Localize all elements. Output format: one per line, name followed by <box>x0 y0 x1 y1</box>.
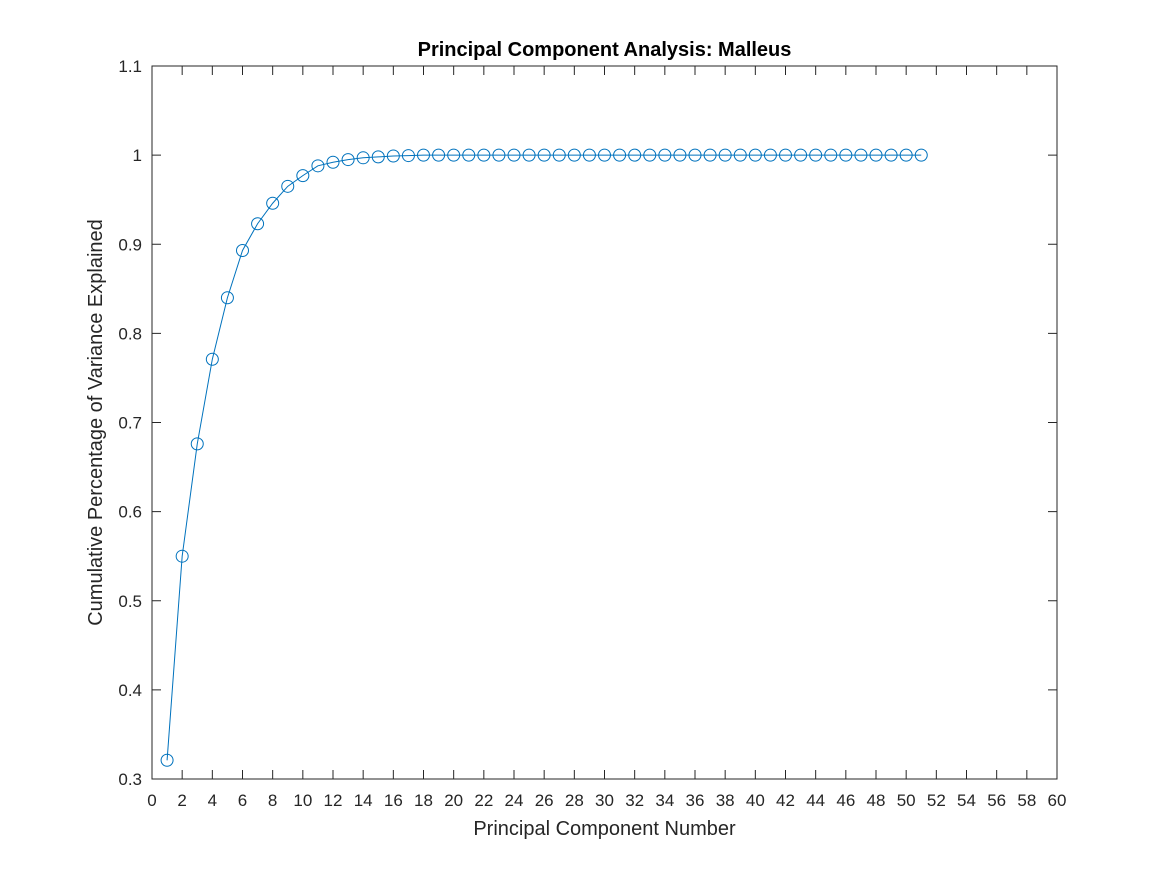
data-point <box>296 169 310 183</box>
data-point <box>311 159 325 173</box>
data-point <box>160 753 174 767</box>
x-tick-label: 36 <box>686 791 705 810</box>
data-point <box>401 149 415 163</box>
data-point <box>417 148 430 162</box>
x-tick-label: 40 <box>746 791 765 810</box>
data-point <box>628 148 642 162</box>
y-tick-label: 0.6 <box>118 503 142 522</box>
x-tick-label: 14 <box>354 791 373 810</box>
data-point <box>552 148 566 162</box>
y-tick-label: 0.5 <box>118 592 142 611</box>
x-tick-label: 54 <box>957 791 976 810</box>
y-tick-label: 0.3 <box>118 770 142 789</box>
x-tick-label: 16 <box>384 791 403 810</box>
data-point <box>718 148 732 162</box>
y-tick-label: 0.9 <box>118 235 142 254</box>
data-point <box>598 148 611 162</box>
data-point <box>522 148 536 162</box>
data-point <box>779 148 792 162</box>
data-point <box>341 153 355 167</box>
data-point <box>824 148 838 162</box>
data-point <box>884 148 898 162</box>
x-tick-label: 32 <box>625 791 644 810</box>
data-point <box>869 148 883 162</box>
x-tick-label: 10 <box>293 791 312 810</box>
data-point <box>266 196 280 210</box>
x-axis-label: Principal Component Number <box>473 818 736 840</box>
data-point <box>477 148 491 162</box>
data-point <box>673 148 687 162</box>
data-point <box>854 148 868 162</box>
data-point <box>281 179 295 193</box>
data-point <box>507 148 521 162</box>
data-point <box>356 151 370 165</box>
data-point <box>567 148 581 162</box>
data-point <box>703 148 717 162</box>
data-point <box>658 148 672 162</box>
data-point <box>914 148 928 162</box>
x-tick-label: 24 <box>505 791 524 810</box>
x-tick-label: 28 <box>565 791 584 810</box>
data-point <box>205 352 219 366</box>
chart-title: Principal Component Analysis: Malleus <box>418 39 792 61</box>
y-tick-label: 0.7 <box>118 414 142 433</box>
y-axis-label: Cumulative Percentage of Variance Explai… <box>85 219 107 626</box>
data-point <box>899 148 913 162</box>
x-tick-label: 26 <box>535 791 554 810</box>
x-tick-label: 8 <box>268 791 277 810</box>
data-point <box>733 148 747 162</box>
data-point <box>220 291 234 305</box>
x-tick-label: 44 <box>806 791 825 810</box>
x-tick-label: 60 <box>1048 791 1067 810</box>
x-tick-label: 2 <box>177 791 186 810</box>
data-point <box>175 549 189 563</box>
data-point <box>371 150 385 164</box>
y-tick-label: 0.8 <box>118 324 142 343</box>
x-tick-label: 30 <box>595 791 614 810</box>
x-tick-label: 20 <box>444 791 463 810</box>
ticks-layer: 0 2 4 6 8 10 12 14 16 18 20 22 24 26 28 30 32 34 36 38 40 42 4… <box>118 57 1066 810</box>
x-tick-label: 6 <box>238 791 247 810</box>
y-tick-label: 1 <box>133 146 142 165</box>
x-tick-label: 46 <box>836 791 855 810</box>
x-tick-label: 18 <box>414 791 433 810</box>
data-point <box>462 148 476 162</box>
data-point <box>643 148 657 162</box>
x-tick-label: 4 <box>208 791 217 810</box>
y-tick-label: 1.1 <box>118 57 142 76</box>
data-point <box>794 148 808 162</box>
x-tick-label: 42 <box>776 791 795 810</box>
x-tick-label: 34 <box>655 791 674 810</box>
plot-area <box>151 65 1058 780</box>
data-point <box>537 148 551 162</box>
data-point <box>236 243 249 257</box>
data-point <box>492 148 506 162</box>
data-point <box>251 217 265 231</box>
data-point <box>447 148 461 162</box>
y-tick-label: 0.4 <box>118 681 142 700</box>
x-tick-label: 12 <box>324 791 343 810</box>
x-tick-label: 22 <box>474 791 493 810</box>
x-tick-label: 38 <box>716 791 735 810</box>
x-tick-label: 56 <box>987 791 1006 810</box>
data-point <box>386 149 400 163</box>
data-point <box>839 148 853 162</box>
x-tick-label: 0 <box>147 791 156 810</box>
data-point <box>326 155 340 169</box>
x-tick-label: 52 <box>927 791 946 810</box>
data-point <box>582 148 596 162</box>
series-layer <box>160 148 928 767</box>
data-point <box>613 148 627 162</box>
data-point <box>763 148 777 162</box>
x-tick-label: 48 <box>867 791 886 810</box>
data-point <box>809 148 823 162</box>
data-point <box>432 148 446 162</box>
data-point <box>688 148 702 162</box>
data-point <box>748 148 762 162</box>
data-point <box>190 437 204 451</box>
x-tick-label: 50 <box>897 791 916 810</box>
x-tick-label: 58 <box>1017 791 1036 810</box>
